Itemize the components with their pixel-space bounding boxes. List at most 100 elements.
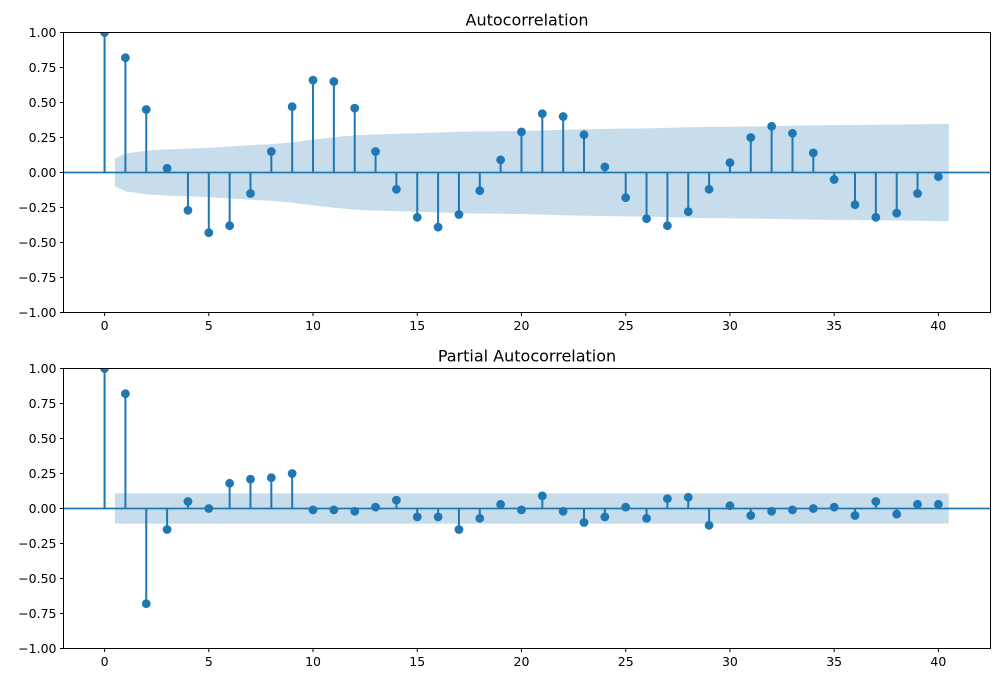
stem-marker: [100, 32, 109, 37]
stem-marker: [475, 513, 485, 523]
y-tick-label: −0.25: [18, 536, 56, 551]
x-tick-label: 35: [826, 318, 842, 333]
stem-marker: [683, 207, 693, 217]
stem-marker: [100, 368, 109, 373]
stem-marker: [725, 501, 735, 511]
pacf-plot-area: [63, 368, 991, 609]
stem-marker: [225, 221, 235, 231]
stem-marker: [204, 504, 214, 513]
stem-marker: [913, 189, 922, 198]
stem-marker: [725, 158, 735, 168]
y-tick-label: 0.25: [29, 466, 57, 481]
y-tick-label: −0.50: [18, 235, 56, 250]
x-tick-label: 40: [930, 654, 946, 669]
y-tick-label: 0.50: [29, 431, 57, 446]
stem-marker: [642, 214, 651, 224]
stem-marker: [788, 505, 797, 515]
stem-marker: [642, 513, 651, 523]
x-tick-label: 25: [618, 318, 634, 333]
stem-marker: [808, 148, 818, 158]
stem-marker: [850, 511, 860, 520]
y-tick-label: 1.00: [29, 361, 57, 376]
x-tick-label: 30: [722, 318, 738, 333]
stem-marker: [308, 75, 318, 85]
stem-marker: [704, 520, 714, 530]
stem-marker: [621, 502, 631, 512]
x-tick-label: 15: [409, 654, 425, 669]
stem-marker: [141, 105, 151, 114]
stem-marker: [121, 53, 130, 63]
stem-marker: [329, 505, 339, 515]
stem-marker: [558, 112, 568, 121]
stem-marker: [933, 172, 943, 182]
stem-marker: [412, 512, 422, 522]
y-tick-label: 0.00: [29, 165, 57, 180]
x-tick-label: 20: [514, 654, 530, 669]
stem-marker: [558, 506, 568, 516]
y-tick-label: −0.25: [18, 200, 56, 215]
stem-marker: [829, 502, 839, 512]
x-tick-label: 40: [930, 318, 946, 333]
y-tick-label: −0.75: [18, 606, 56, 621]
stem-marker: [246, 189, 255, 198]
stem-marker: [433, 222, 443, 232]
stem-marker: [329, 77, 339, 86]
stem-marker: [746, 133, 756, 142]
stem-marker: [537, 109, 547, 119]
x-tick-label: 0: [101, 318, 109, 333]
stem-marker: [517, 127, 526, 137]
stem-marker: [662, 494, 672, 504]
pacf-title: Partial Autocorrelation: [438, 347, 616, 366]
stem-marker: [808, 504, 818, 513]
stem-marker: [350, 506, 360, 516]
y-tick-label: 0.75: [29, 396, 57, 411]
y-tick-label: −0.50: [18, 571, 56, 586]
stem-marker: [579, 518, 589, 527]
stem-marker: [871, 212, 881, 222]
stem-marker: [850, 200, 860, 210]
stem-marker: [517, 505, 526, 515]
x-tick-label: 15: [409, 318, 425, 333]
stem-marker: [266, 147, 276, 156]
x-tick-label: 25: [618, 654, 634, 669]
acf-plot: 0 5 10 15 20 25 30 35 40 1.00 0.75 0.50 0.25 0.00 −0.2…: [18, 11, 991, 333]
stem-marker: [350, 103, 360, 113]
x-tick-label: 10: [305, 318, 321, 333]
stem-marker: [204, 228, 214, 238]
stem-marker: [683, 492, 693, 502]
stem-marker: [162, 525, 172, 534]
stem-marker: [454, 525, 464, 534]
y-tick-label: −1.00: [18, 641, 56, 656]
y-tick-label: 0.25: [29, 130, 57, 145]
stem-marker: [913, 499, 922, 509]
stem-marker: [266, 473, 276, 483]
acf-title: Autocorrelation: [466, 11, 589, 30]
stem-marker: [371, 147, 380, 156]
stem-marker: [287, 102, 297, 112]
stem-marker: [767, 506, 777, 516]
stem-marker: [162, 163, 172, 173]
stem-marker: [892, 208, 902, 218]
stem-marker: [600, 162, 610, 172]
stem-marker: [496, 155, 506, 165]
x-tick-label: 30: [722, 654, 738, 669]
acf-plot-area: [63, 32, 991, 238]
x-tick-label: 0: [101, 654, 109, 669]
x-tick-label: 20: [514, 318, 530, 333]
stem-marker: [392, 495, 401, 505]
stem-marker: [225, 478, 235, 488]
stem-marker: [537, 491, 547, 501]
x-tick-label: 10: [305, 654, 321, 669]
stem-marker: [475, 186, 485, 196]
stem-marker: [308, 505, 318, 515]
stem-marker: [662, 221, 672, 231]
stem-marker: [412, 212, 422, 222]
pacf-plot: 0 5 10 15 20 25 30 35 40 1.00 0.75 0.50 0.25 0.00 −0.2…: [18, 347, 991, 669]
y-tick-label: 1.00: [29, 25, 57, 40]
stem-marker: [392, 184, 401, 194]
stem-marker: [183, 497, 193, 506]
stem-marker: [496, 499, 506, 509]
stem-marker: [892, 509, 902, 519]
